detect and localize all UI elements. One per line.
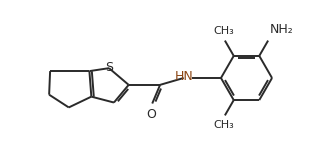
Text: NH₂: NH₂	[270, 23, 294, 36]
Text: HN: HN	[174, 71, 193, 83]
Text: CH₃: CH₃	[214, 26, 234, 36]
Text: S: S	[105, 61, 113, 74]
Text: CH₃: CH₃	[214, 120, 234, 130]
Text: O: O	[146, 108, 156, 121]
